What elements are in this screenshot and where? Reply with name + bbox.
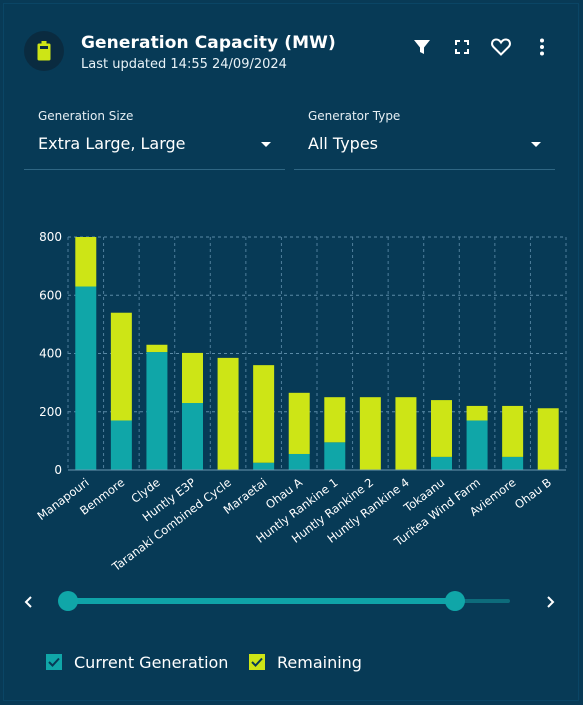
checkbox-checked-icon[interactable] [249, 654, 265, 670]
bar-current-generation [182, 403, 203, 470]
legend-remaining-label: Remaining [277, 652, 362, 672]
bar-remaining [288, 392, 310, 454]
bar-remaining [395, 397, 417, 470]
generator-type-label: Generator Type [308, 109, 401, 123]
generator-type-value: All Types [308, 134, 379, 153]
bar-current-generation [288, 453, 310, 470]
bar-remaining [110, 312, 132, 421]
y-tick-label: 0 [54, 463, 62, 477]
scroll-left-button[interactable] [19, 590, 39, 614]
fullscreen-icon[interactable] [451, 36, 473, 58]
bar-remaining [502, 405, 524, 457]
bar-current-generation [253, 462, 275, 470]
generation-size-value: Extra Large, Large [38, 134, 186, 153]
bar-current-generation [466, 420, 488, 470]
checkbox-checked-icon[interactable] [46, 654, 62, 670]
chart-card [3, 3, 579, 701]
chevron-down-icon [531, 142, 541, 147]
last-updated: Last updated 14:55 24/09/2024 [81, 57, 287, 72]
filter-icon[interactable] [411, 36, 433, 58]
scroll-right-button[interactable] [540, 590, 560, 614]
bar-remaining [253, 365, 275, 463]
bar-remaining [324, 397, 346, 443]
bar-remaining [431, 400, 452, 457]
bar-current-generation [110, 420, 132, 470]
bar-current-generation [146, 352, 168, 470]
bar-current-generation [502, 456, 524, 470]
more-vertical-icon[interactable] [531, 36, 553, 58]
y-tick-label: 200 [39, 405, 62, 419]
range-slider-end-handle[interactable] [445, 591, 465, 611]
y-tick-label: 800 [39, 230, 62, 244]
bar-remaining [217, 357, 239, 470]
bar-remaining [182, 352, 203, 404]
generator-type-select[interactable]: Generator Type All Types [294, 108, 555, 170]
legend-current-generation[interactable]: Current Generation [46, 652, 228, 672]
chart-title: Generation Capacity (MW) [81, 33, 336, 53]
heart-icon[interactable] [490, 36, 512, 58]
bar-remaining [466, 405, 488, 421]
range-slider-start-handle[interactable] [58, 591, 78, 611]
slider-track-remaining[interactable] [455, 599, 510, 603]
y-tick-label: 400 [39, 347, 62, 361]
x-tick-label: Ohau B [512, 475, 554, 512]
chevron-down-icon [261, 142, 271, 147]
legend-remaining[interactable]: Remaining [249, 652, 362, 672]
battery-icon [24, 31, 64, 71]
bar-current-generation [324, 442, 346, 470]
bar-remaining [146, 344, 168, 353]
y-tick-label: 600 [39, 288, 62, 302]
bar-remaining [359, 397, 381, 470]
generation-size-select[interactable]: Generation Size Extra Large, Large [24, 108, 285, 170]
range-slider-track[interactable] [68, 598, 455, 604]
legend-current-label: Current Generation [74, 652, 229, 672]
bar-current-generation [75, 286, 97, 470]
generation-size-label: Generation Size [38, 109, 134, 123]
bar-current-generation [431, 456, 452, 470]
bar-remaining [537, 408, 559, 470]
bar-remaining [75, 237, 97, 287]
